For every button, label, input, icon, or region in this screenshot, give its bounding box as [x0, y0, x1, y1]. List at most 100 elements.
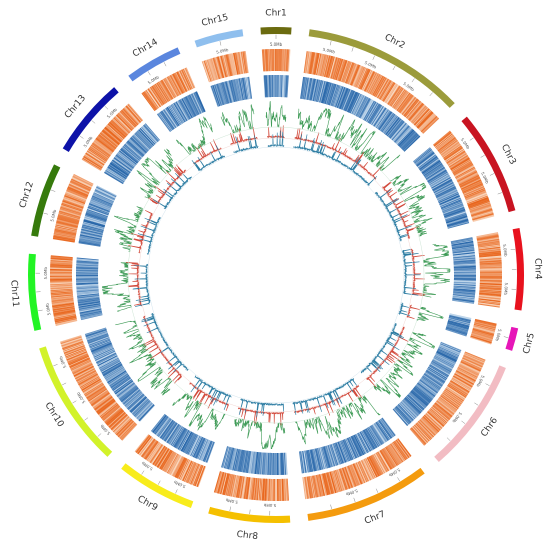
heatmap-cell-blue: [123, 389, 141, 405]
heatmap-cell-blue: [177, 429, 190, 450]
heatmap-cell-blue: [121, 147, 139, 163]
heatmap-cell-orange: [414, 423, 431, 441]
heatmap-cell-orange: [446, 151, 466, 165]
heatmap-cell-blue: [159, 112, 173, 131]
heatmap-cell-orange: [135, 434, 150, 453]
heatmap-cell-orange: [169, 455, 182, 476]
heatmap-cell-blue: [361, 99, 373, 120]
heatmap-cell-blue: [365, 428, 378, 448]
heatmap-cell-orange: [159, 80, 173, 100]
heatmap-cell-blue: [400, 401, 417, 418]
line-series-blue: [292, 377, 358, 416]
heatmap-cell-orange: [87, 149, 107, 163]
heatmap-cell-blue: [428, 365, 449, 378]
heatmap-cell-blue: [93, 347, 114, 357]
heatmap-cell-orange: [397, 438, 412, 457]
heatmap-cell-orange: [416, 422, 433, 440]
heatmap-cell-blue: [362, 430, 374, 451]
heatmap-cell-blue: [185, 433, 197, 454]
heatmap-cell-orange: [371, 75, 383, 95]
heatmap-cell-orange: [361, 459, 372, 481]
heatmap-cell-blue: [356, 433, 368, 454]
heatmap-cell-blue: [385, 117, 401, 136]
heatmap-cell-orange: [380, 81, 394, 101]
heatmap-cell-blue: [102, 363, 122, 375]
heatmap-cell-blue: [354, 95, 365, 116]
heatmap-cell-orange: [421, 417, 438, 434]
heatmap-cell-blue: [84, 327, 107, 335]
heatmap-cell-blue: [167, 106, 181, 126]
heatmap-cell-orange: [452, 377, 472, 390]
heatmap-cell-blue: [141, 126, 157, 144]
heatmap-cell-blue: [168, 105, 182, 125]
heatmap-cell-orange: [401, 97, 417, 116]
line-series-green: [172, 393, 226, 431]
heatmap-cell-orange: [67, 354, 89, 365]
heatmap-cell-blue: [423, 163, 443, 177]
heatmap-cell-blue: [414, 386, 432, 402]
heatmap-cell-orange: [447, 152, 467, 166]
heatmap-cell-blue: [111, 160, 131, 174]
heatmap-cell-orange: [450, 158, 471, 171]
heatmap-cell-orange: [158, 449, 171, 469]
heatmap-cell-orange: [92, 394, 112, 409]
heatmap-cell-orange: [93, 395, 113, 410]
heatmap-cell-orange: [109, 413, 127, 429]
heatmap-cell-orange: [449, 155, 469, 169]
heatmap-cell-orange: [403, 98, 419, 117]
heatmap-cell-blue: [178, 430, 191, 451]
heatmap-cell-blue: [420, 157, 439, 172]
heatmap-cell-blue: [135, 131, 152, 149]
heatmap-cell-orange: [106, 124, 124, 141]
heatmap-cell-orange: [425, 412, 443, 429]
heatmap-cell-orange: [173, 456, 184, 477]
heatmap-cell-blue: [442, 205, 464, 214]
heatmap-cell-blue: [172, 103, 185, 123]
heatmap-cell-blue: [188, 94, 200, 115]
heatmap-cell-orange: [165, 452, 177, 473]
heatmap-cell-orange: [409, 428, 425, 446]
heatmap-cell-blue: [379, 112, 394, 131]
heatmap-cell-orange: [407, 102, 423, 120]
heatmap-cell-orange: [386, 446, 399, 466]
heatmap-cell-orange: [368, 456, 380, 477]
heatmap-cell-blue: [104, 171, 124, 184]
heatmap-cell-orange: [456, 368, 477, 380]
heatmap-cell-orange: [67, 352, 88, 363]
heatmap-cell-orange: [469, 203, 491, 212]
heatmap-cell-orange: [105, 125, 124, 141]
heatmap-cell-blue: [368, 104, 381, 124]
heatmap-cell-blue: [121, 388, 140, 403]
heatmap-cell-orange: [432, 404, 451, 420]
heatmap-cell-blue: [155, 417, 170, 436]
heatmap-cell-orange: [351, 464, 361, 485]
heatmap-cell-blue: [334, 442, 343, 464]
heatmap-cell-orange: [165, 77, 178, 97]
heatmap-cell-orange: [71, 177, 92, 189]
heatmap-cell-orange: [449, 381, 469, 394]
heatmap-cell-orange: [381, 81, 394, 101]
heatmap-cell-orange: [362, 70, 374, 91]
heatmap-cell-blue: [112, 376, 131, 391]
heatmap-cell-blue: [88, 337, 110, 347]
heatmap-cell-blue: [429, 172, 449, 185]
heatmap-cell-orange: [419, 114, 436, 131]
heatmap-cell-orange: [371, 455, 383, 475]
heatmap-cell-orange: [388, 444, 402, 464]
heatmap-cell-blue: [116, 153, 135, 168]
heatmap-cell-blue: [194, 91, 205, 113]
heatmap-cell-orange: [413, 108, 430, 126]
heatmap-cell-orange: [445, 149, 465, 163]
heatmap-cell-blue: [395, 127, 412, 145]
heatmap-cell-blue: [169, 425, 182, 445]
heatmap-cell-blue: [182, 97, 194, 118]
heatmap-cell-blue: [443, 207, 465, 216]
heatmap-cell-orange: [88, 389, 108, 403]
heatmap-cell-blue: [191, 436, 202, 457]
heatmap-cell-blue: [117, 383, 136, 398]
heatmap-cell-blue: [437, 192, 459, 202]
heatmap-cell-orange: [429, 408, 447, 424]
heatmap-cell-blue: [154, 416, 169, 435]
heatmap-cell-blue: [115, 381, 134, 396]
heatmap-cell-orange: [365, 71, 376, 92]
